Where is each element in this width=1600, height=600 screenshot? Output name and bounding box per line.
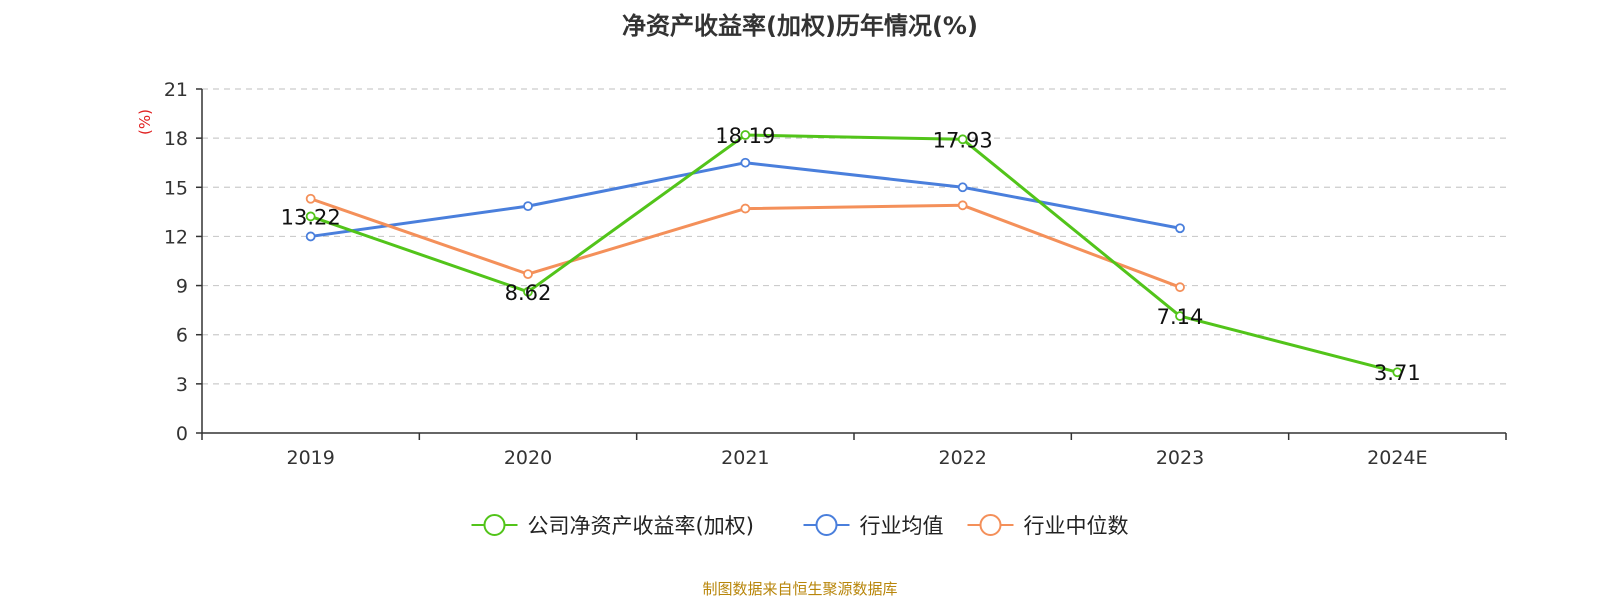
data-point bbox=[740, 203, 751, 214]
y-tick-label: 12 bbox=[164, 226, 188, 248]
series-line bbox=[310, 161, 1181, 238]
series-lines bbox=[305, 130, 1403, 378]
data-labels: 13.22 8.62 18.19 17.93 7.14 3.71 bbox=[281, 124, 1421, 385]
data-point bbox=[1175, 311, 1185, 321]
chart-title: 净资产收益率(加权)历年情况(%) bbox=[622, 12, 978, 40]
x-tick-label: 2024E bbox=[1367, 447, 1427, 469]
y-tick-label: 18 bbox=[164, 128, 188, 150]
data-point bbox=[957, 134, 968, 145]
data-point bbox=[305, 211, 316, 222]
y-tick-label: 21 bbox=[164, 79, 188, 101]
y-tick-label: 3 bbox=[176, 374, 188, 396]
x-tick-label: 2020 bbox=[504, 447, 552, 469]
legend-label: 行业中位数 bbox=[1024, 514, 1129, 538]
data-label: 18.19 bbox=[715, 124, 775, 148]
series-line bbox=[310, 133, 1398, 374]
data-point bbox=[740, 130, 751, 140]
y-tick-label: 0 bbox=[176, 423, 188, 445]
legend-item[interactable]: 行业中位数 bbox=[967, 514, 1129, 538]
data-point bbox=[1175, 223, 1185, 234]
y-tick-label: 15 bbox=[164, 177, 188, 199]
axes: 0 3 6 9 12 15 18 21 2019 2020 2021 2022 2023 2024E bbox=[164, 79, 1507, 469]
data-label: 13.22 bbox=[281, 205, 341, 229]
legend-item[interactable]: 行业均值 bbox=[803, 514, 944, 538]
legend-circle-icon bbox=[815, 514, 838, 536]
data-point bbox=[523, 269, 533, 280]
legend-circle-icon bbox=[483, 514, 506, 536]
data-point bbox=[957, 182, 968, 193]
legend-label: 公司净资产收益率(加权) bbox=[528, 514, 754, 538]
grid-lines bbox=[202, 88, 1506, 385]
y-tick-label: 6 bbox=[176, 325, 188, 347]
data-point bbox=[957, 200, 968, 211]
y-axis-unit-label: (%) bbox=[136, 109, 154, 135]
data-label: 7.14 bbox=[1157, 305, 1204, 329]
x-tick-label: 2022 bbox=[938, 447, 986, 469]
source-note: 制图数据来自恒生聚源数据库 bbox=[702, 580, 898, 598]
x-tick-label: 2019 bbox=[286, 447, 334, 469]
data-point bbox=[1392, 367, 1403, 378]
x-tick-label: 2021 bbox=[721, 447, 769, 469]
data-point bbox=[523, 201, 533, 212]
y-tick-label: 9 bbox=[176, 276, 188, 298]
data-point bbox=[305, 231, 316, 242]
data-label: 8.62 bbox=[505, 281, 552, 305]
data-point bbox=[740, 157, 751, 168]
data-point bbox=[523, 286, 533, 297]
data-point bbox=[305, 193, 316, 204]
x-tick-label: 2023 bbox=[1156, 447, 1204, 469]
data-point bbox=[1175, 282, 1185, 293]
legend-item[interactable]: 公司净资产收益率(加权) bbox=[471, 514, 754, 538]
legend[interactable]: 公司净资产收益率(加权) 行业均值 行业中位数 bbox=[471, 514, 1129, 538]
legend-circle-icon bbox=[979, 514, 1002, 536]
legend-label: 行业均值 bbox=[860, 514, 944, 538]
data-label: 3.71 bbox=[1374, 361, 1421, 385]
data-label: 17.93 bbox=[933, 128, 993, 152]
